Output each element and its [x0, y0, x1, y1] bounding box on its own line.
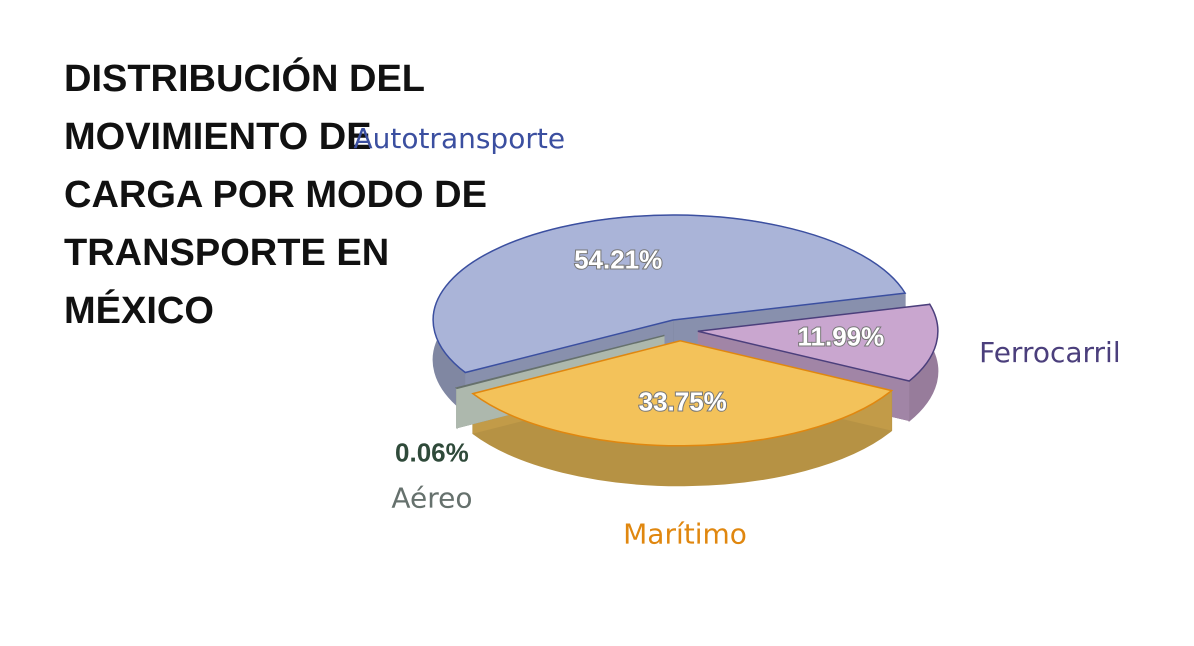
- slice: [432, 214, 907, 374]
- category-label: Marítimo: [623, 517, 747, 550]
- category-label: Aéreo: [391, 481, 472, 514]
- value-label: 54.21%: [574, 245, 662, 275]
- chart-title: DISTRIBUCIÓN DEL MOVIMIENTO DE CARGA POR…: [64, 58, 487, 332]
- value-label: 33.75%: [639, 387, 727, 417]
- slice: [454, 334, 665, 390]
- value-label: 0.06%: [395, 437, 469, 467]
- slice: [471, 340, 894, 447]
- slice: [697, 303, 939, 382]
- value-label: 11.99%: [798, 322, 885, 352]
- category-label: Ferrocarril: [979, 336, 1121, 369]
- category-label: Autotransporte: [353, 122, 565, 155]
